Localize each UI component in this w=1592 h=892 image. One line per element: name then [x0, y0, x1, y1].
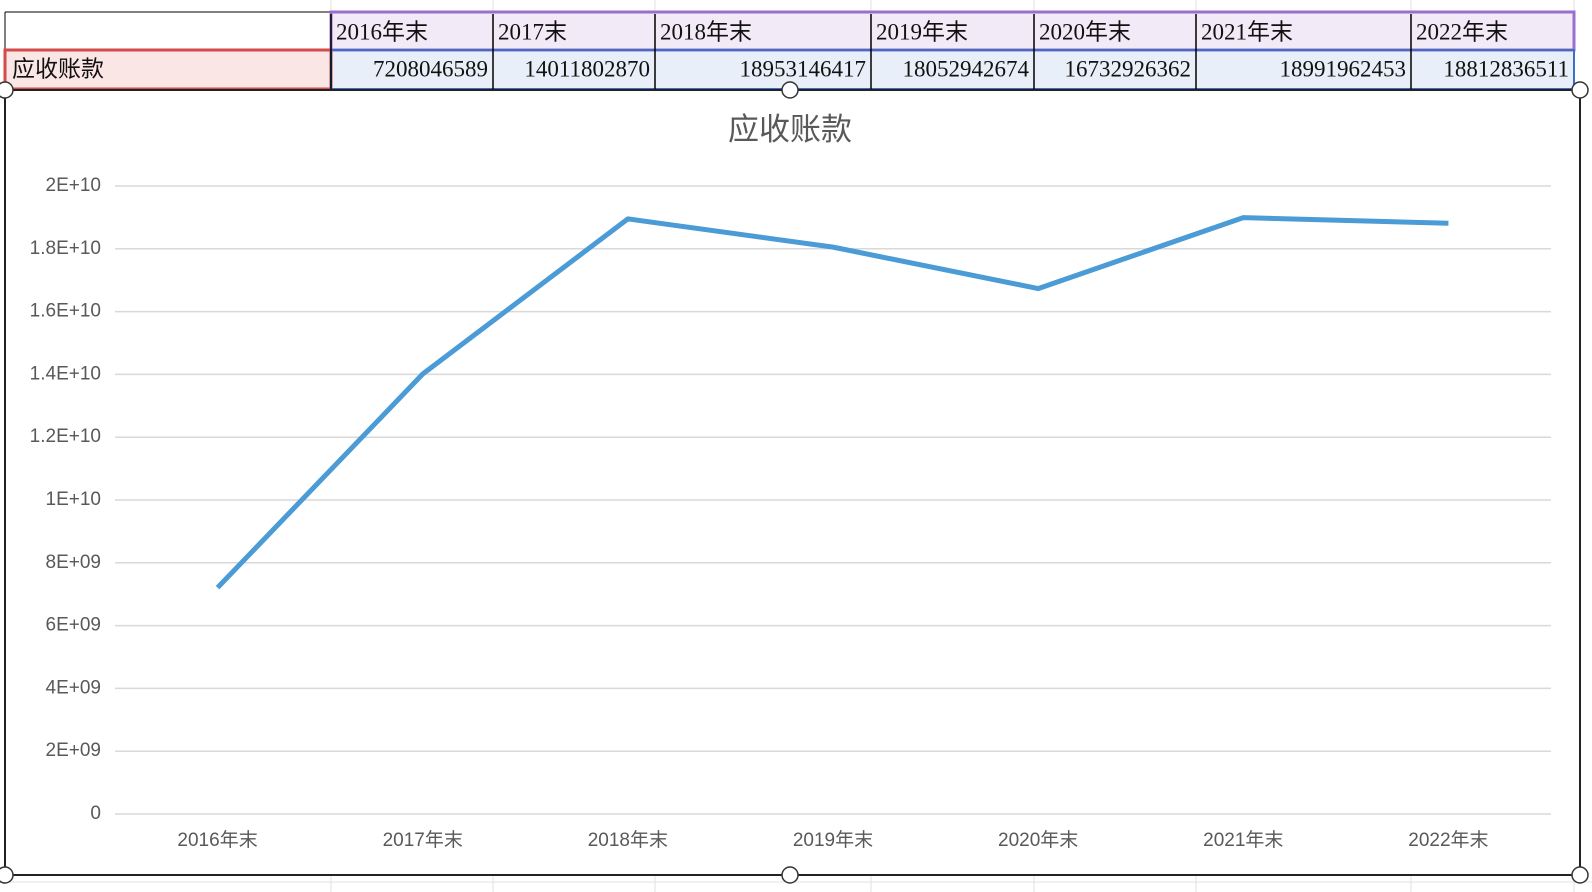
cell-value: 18991962453 [1280, 56, 1407, 81]
x-tick-label: 2019年末 [793, 829, 873, 851]
values-bg [331, 50, 1574, 89]
column-header: 2018年末 [660, 19, 752, 44]
cell-value: 18953146417 [740, 56, 867, 81]
cell-value: 16732926362 [1065, 56, 1192, 81]
y-tick-label: 1.8E+10 [30, 238, 101, 259]
cell-value: 18052942674 [903, 56, 1030, 81]
series-line [215, 215, 1449, 590]
x-tick-label: 2017年末 [383, 829, 463, 851]
x-tick-label: 2018年末 [588, 829, 668, 851]
y-tick-label: 2E+09 [46, 740, 101, 761]
x-tick-label: 2020年末 [998, 829, 1078, 851]
cell-value: 14011802870 [524, 56, 650, 81]
chart-frame[interactable] [4, 89, 1581, 876]
y-tick-label: 1.4E+10 [30, 363, 101, 384]
resize-handles [0, 81, 1589, 884]
y-tick-label: 2E+10 [46, 175, 101, 196]
column-header: 2022年末 [1416, 19, 1508, 44]
y-tick-label: 6E+09 [46, 615, 101, 636]
y-tick-label: 1E+10 [46, 489, 101, 510]
y-tick-label: 1.6E+10 [30, 301, 101, 322]
chart: 0 2E+09 4E+09 6E+09 8E+09 1E+10 1.2E+10 1.4E+10… [30, 175, 1551, 851]
y-tick-label: 1.2E+10 [30, 426, 101, 447]
table: 2016年末 2017末 2018年末 2019年末 2020年末 2021年末 2022年… [12, 14, 1569, 94]
column-header: 2021年末 [1201, 19, 1293, 44]
x-tick-label: 2016年末 [177, 829, 257, 851]
column-header: 2020年末 [1039, 19, 1131, 44]
x-tick-label: 2022年末 [1408, 829, 1488, 851]
y-tick-label: 0 [90, 803, 101, 824]
cell-value: 7208046589 [373, 56, 488, 81]
cell-value: 18812836511 [1443, 56, 1569, 81]
column-header: 2019年末 [876, 19, 968, 44]
chart-title: 应收账款 [728, 112, 852, 147]
x-tick-label: 2021年末 [1203, 829, 1283, 851]
header-bg [331, 12, 1574, 50]
row-label: 应收账款 [12, 56, 104, 81]
column-header: 2016年末 [336, 19, 428, 44]
y-tick-label: 8E+09 [46, 552, 101, 573]
y-tick-label: 4E+09 [46, 677, 101, 698]
label-bg [5, 50, 331, 89]
column-header: 2017末 [498, 19, 567, 44]
